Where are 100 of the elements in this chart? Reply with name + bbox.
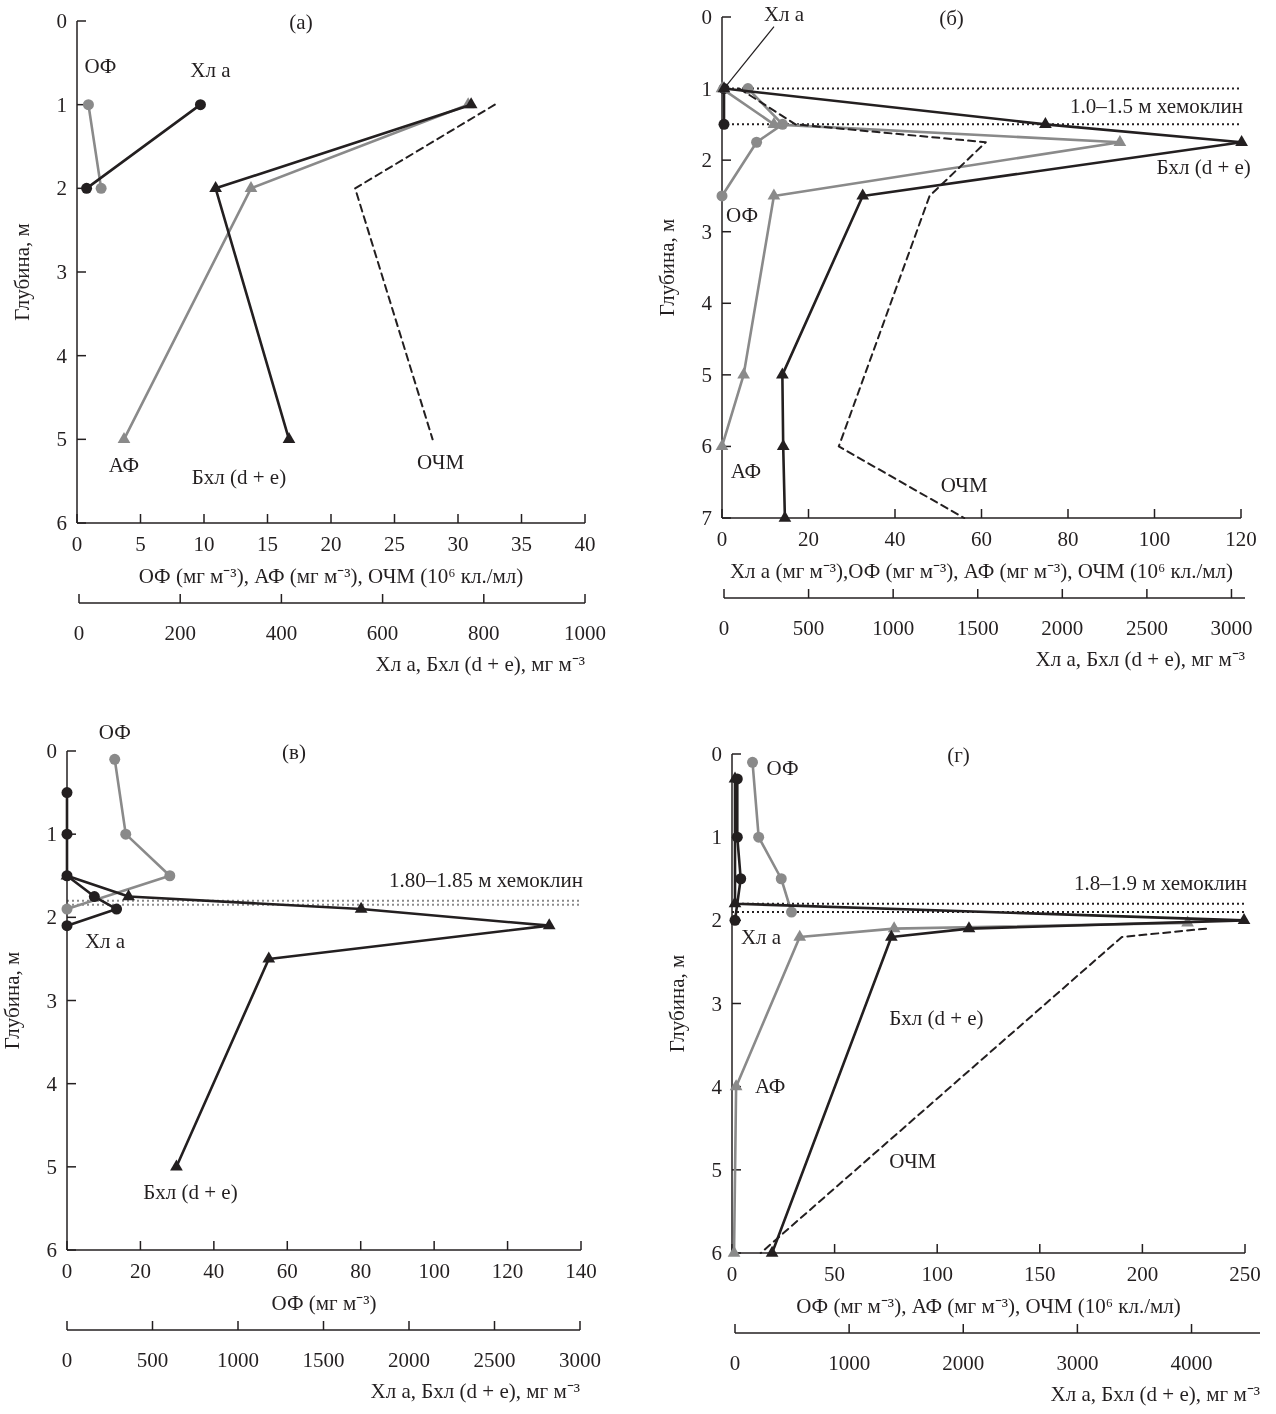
x-tick-label: 0 [726,1262,738,1286]
annotation: 1.8–1.9 м хемоклин [1073,870,1247,895]
x2-axis-title: Хл a, Бхл (d + e), мг м⁻³ [375,652,585,676]
series-label: ОФ [84,53,117,78]
x-tick-label: 20 [129,1259,151,1283]
x-tick-label: 40 [884,527,906,551]
series-label: Бхл (d + e) [191,465,287,490]
y-axis-title: Глубина, м [665,954,689,1053]
x2-tick-label: 600 [366,621,399,645]
x2-tick-label: 0 [729,1351,741,1375]
series-label: ОЧМ [889,1149,937,1173]
x-tick-label: 200 [1126,1262,1159,1286]
y-tick-label: 6 [56,511,67,535]
text: Хл a [763,1,805,26]
chart-title: (г) [947,743,970,767]
series-label: Хл a [84,928,126,953]
series-label: АФ [730,459,762,484]
x-tick-label: 100 [418,1259,450,1283]
series-label: АФ [754,1073,786,1098]
chart-title: (а) [289,10,313,34]
x2-axis-title: Хл a, Бхл (d + e), мг м⁻³ [1035,647,1245,671]
x2-tick-label: 4000 [1170,1351,1213,1375]
x2-axis-title: Хл a, Бхл (d + e), мг м⁻³ [1050,1382,1260,1406]
x2-tick-label: 500 [136,1348,169,1372]
y-tick-label: 5 [56,427,67,452]
y-axis-title: Глубина, м [0,951,24,1050]
y-tick-label: 2 [56,176,67,201]
x2-tick-label: 2000 [1041,616,1084,640]
series-label: ОФ [725,202,759,227]
x2-tick-label: 3000 [1210,616,1253,640]
y-tick-label: 3 [56,260,67,284]
x-axis-title: ОФ (мг м⁻³) [271,1291,377,1315]
y-tick-label: 3 [701,219,712,244]
series-label: Хл a [740,925,782,950]
x-tick-label: 15 [257,532,278,556]
y-axis-title: Глубина, м [10,223,34,321]
y-tick-label: 5 [701,362,712,387]
x2-tick-label: 1000 [872,616,915,640]
x-tick-label: 140 [565,1259,597,1283]
x-tick-label: 80 [350,1259,372,1283]
x2-tick-label: 1500 [302,1348,345,1372]
x2-tick-label: 3000 [559,1348,601,1372]
x2-tick-label: 500 [792,616,825,640]
x-axis-title: ОФ (мг м⁻³), АФ (мг м⁻³), ОЧМ (10⁶ кл./мл) [138,564,524,588]
y-tick-label: 4 [56,343,68,368]
y-tick-label: 4 [701,291,713,316]
x2-tick-label: 400 [265,621,298,645]
x-tick-label: 40 [203,1259,225,1283]
y-tick-label: 4 [711,1074,723,1099]
x-tick-label: 100 [1138,527,1171,551]
x-tick-label: 5 [135,532,146,556]
y-tick-label: 1 [46,822,57,847]
y-tick-label: 2 [711,908,722,933]
y-tick-label: 3 [711,991,722,1016]
x-axis-title: Хл a (мг м⁻³),ОФ (мг м⁻³), АФ (мг м⁻³), ОЧМ (10⁶ кл./мл) [729,559,1234,583]
x2-tick-label: 1500 [956,616,999,640]
x-tick-label: 10 [193,532,215,556]
x-tick-label: 60 [276,1259,298,1283]
y-tick-label: 6 [701,434,712,459]
x-tick-label: 100 [921,1262,953,1286]
series-label: Бхл (d + e) [143,1179,238,1204]
series-label: Бхл (d + e) [889,1005,984,1030]
x-tick-label: 25 [384,532,405,556]
x2-tick-label: 2000 [942,1351,985,1375]
y-tick-label: 4 [46,1071,58,1096]
x2-tick-label: 200 [164,621,196,645]
x2-tick-label: 2000 [388,1348,430,1372]
x-tick-label: 30 [447,532,469,556]
x2-tick-label: 0 [73,621,85,645]
x2-tick-label: 2500 [473,1348,516,1372]
y-tick-label: 0 [46,739,57,763]
series-label: Бхл (d + e) [1156,155,1251,180]
x-tick-label: 250 [1229,1262,1261,1286]
x-axis-title: ОФ (мг м⁻³), АФ (мг м⁻³), ОЧМ (10⁶ кл./мл) [796,1294,1181,1318]
chart-title: (б) [939,6,964,30]
series-label: ОЧМ [417,450,465,475]
series-label: Хл a [190,57,232,82]
y-tick-label: 0 [701,5,712,29]
y-tick-label: 1 [701,76,712,101]
y-tick-label: 1 [711,825,722,850]
annotation: 1.0–1.5 м хемоклин [1069,94,1243,119]
y-tick-label: 1 [56,92,67,117]
x-tick-label: 0 [71,532,83,556]
x-tick-label: 120 [1225,527,1257,551]
x-tick-label: 60 [971,527,992,551]
y-tick-label: 7 [701,506,712,530]
series-label: ОФ [98,720,131,745]
y-tick-label: 6 [711,1241,722,1265]
chart-title: (в) [282,740,306,764]
y-tick-label: 2 [701,148,712,173]
x-tick-label: 50 [824,1262,846,1286]
y-tick-label: 5 [46,1154,57,1179]
x2-tick-label: 800 [468,621,500,645]
y-tick-label: 0 [711,742,722,766]
x-tick-label: 35 [511,532,532,556]
x-tick-label: 150 [1024,1262,1056,1286]
series-label: ОФ [766,756,799,781]
y-axis-title: Глубина, м [655,218,679,317]
y-tick-label: 2 [46,905,57,930]
y-tick-label: 5 [711,1157,722,1182]
